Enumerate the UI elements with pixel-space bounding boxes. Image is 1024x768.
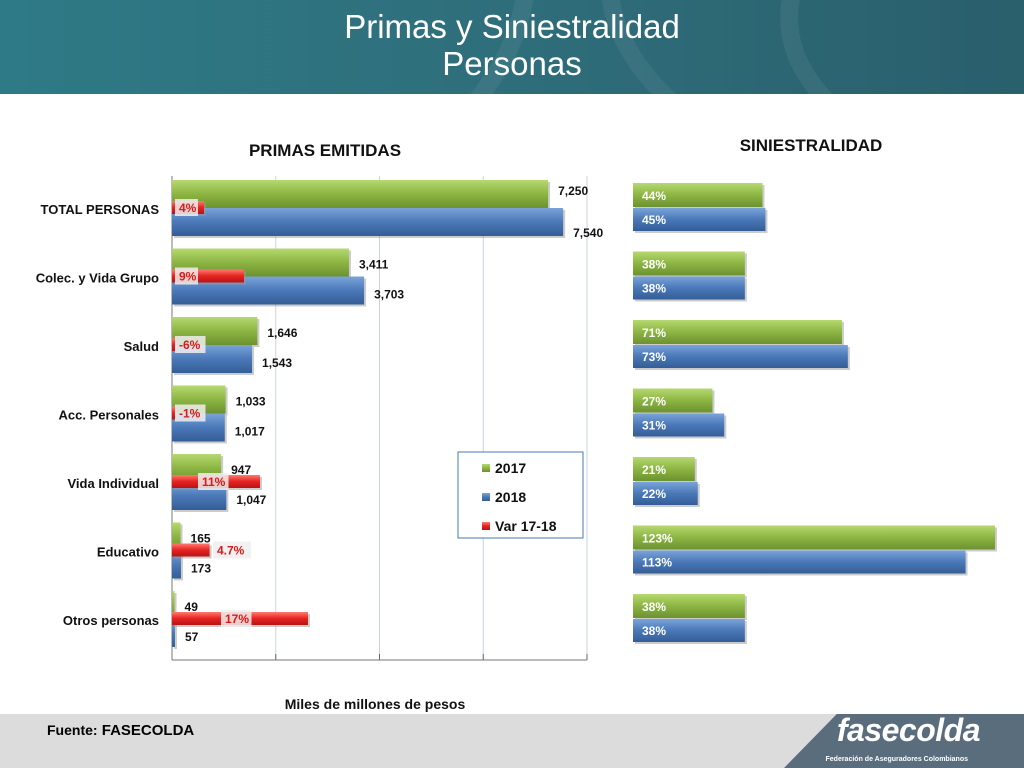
sini-label-2017-total-personas: 44% [642, 189, 666, 203]
label-bg-var-total-personas [175, 199, 198, 216]
source-label: Fuente: [47, 722, 98, 738]
label-var-colec-y-vida-grupo: 9% [179, 270, 197, 284]
source-note: Fuente: FASECOLDA [47, 722, 194, 739]
sini-label-2018-total-personas: 45% [642, 213, 666, 227]
fasecolda-logo-subtitle: Federación de Aseguradores Colombianos [825, 756, 969, 763]
category-label-colec-y-vida-grupo: Colec. y Vida Grupo [36, 271, 159, 286]
primas-emitidas-chart: PRIMAS EMITIDAS Miles de millones de peso… [36, 141, 604, 712]
label-var-salud: -6% [179, 338, 201, 352]
sini-bar-2018-colec-y-vida-grupo [633, 276, 745, 300]
sini-bar-2017-acc-personales [633, 388, 713, 413]
source-value: FASECOLDA [101, 722, 195, 739]
sini-label-2018-educativo: 113% [642, 556, 672, 570]
label-2018-colec-y-vida-grupo: 3,703 [374, 288, 404, 302]
sini-label-2017-educativo: 123% [642, 532, 673, 546]
sini-bar-2018-educativo [633, 550, 966, 574]
primas-legend: 2017 2018 Var 17-18 [457, 451, 584, 539]
siniestralidad-chart-title: SINIESTRALIDAD [740, 136, 883, 155]
sini-label-2017-colec-y-vida-grupo: 38% [642, 258, 666, 272]
sini-bar-2017-total-personas [633, 183, 763, 207]
label-bg-var-acc-personales [175, 404, 206, 422]
label-2017-vida-individual: 947 [231, 463, 251, 477]
label-bg-var-vida-individual [198, 473, 229, 490]
bar-2018-total-personas [172, 208, 564, 236]
sini-label-2017-salud: 71% [642, 326, 666, 340]
category-label-salud: Salud [124, 339, 159, 354]
label-2018-total-personas: 7,540 [573, 226, 603, 240]
sini-bar-2017-salud [633, 320, 842, 344]
label-var-educativo: 4.7% [217, 544, 245, 558]
sini-bar-2018-otros-personas [633, 619, 745, 642]
title-line-1: Primas y Siniestralidad [344, 8, 680, 45]
category-label-acc-personales: Acc. Personales [59, 408, 159, 423]
label-2017-otros-personas: 49 [185, 600, 199, 614]
bar-2017-total-personas [172, 180, 549, 208]
bar-var-educativo [172, 543, 210, 557]
sini-bar-2017-educativo [633, 525, 995, 550]
label-var-total-personas: 4% [179, 201, 197, 215]
bar-2018-otros-personas [172, 619, 175, 647]
label-2017-acc-personales: 1,033 [236, 395, 266, 409]
label-2018-acc-personales: 1,017 [235, 425, 265, 439]
sini-bar-2018-vida-individual [633, 482, 698, 505]
label-bg-var-colec-y-vida-grupo [175, 267, 198, 285]
primas-x-axis-label: Miles de millones de pesos [285, 696, 466, 712]
label-2018-otros-personas: 57 [185, 630, 199, 644]
title-line-2: Personas [442, 45, 582, 82]
primas-chart-title: PRIMAS EMITIDAS [249, 141, 401, 160]
page-title: Primas y Siniestralidad Personas [0, 8, 1024, 82]
label-2017-total-personas: 7,250 [558, 184, 588, 198]
label-2018-vida-individual: 1,047 [236, 493, 266, 507]
bar-2017-educativo [172, 522, 181, 551]
header-banner: Primas y Siniestralidad Personas [0, 0, 1024, 94]
sini-label-2018-otros-personas: 38% [642, 624, 666, 638]
sini-label-2017-acc-personales: 27% [642, 395, 666, 409]
sini-bar-2017-colec-y-vida-grupo [633, 251, 745, 276]
sini-label-2018-colec-y-vida-grupo: 38% [642, 282, 666, 296]
legend-swatch-2017 [482, 464, 490, 472]
sini-bar-2018-acc-personales [633, 413, 725, 437]
bar-2018-otros-personas-shadow [174, 621, 177, 649]
sini-bar-2018-total-personas [633, 208, 766, 231]
label-bg-var-salud [175, 336, 206, 353]
fasecolda-logo: fasecolda [836, 712, 981, 748]
bar-2017-otros-personas [172, 591, 175, 619]
legend-box [457, 451, 584, 539]
category-label-otros-personas: Otros personas [63, 613, 159, 628]
charts-area: PRIMAS EMITIDAS Miles de millones de peso… [36, 136, 997, 712]
label-var-acc-personales: -1% [179, 407, 201, 421]
label-var-vida-individual: 11% [202, 475, 226, 489]
bar-var-acc-personales [172, 406, 175, 420]
label-2018-salud: 1,543 [262, 356, 292, 370]
label-2017-salud: 1,646 [267, 326, 297, 340]
sini-label-2018-salud: 73% [642, 350, 666, 364]
label-bg-var-otros-personas [221, 610, 252, 627]
sini-bar-2017-vida-individual [633, 457, 695, 481]
sini-bar-2017-otros-personas [633, 594, 745, 618]
legend-label-2018: 2018 [495, 489, 526, 505]
sini-label-2017-vida-individual: 21% [642, 463, 666, 477]
label-var-otros-personas: 17% [225, 612, 249, 626]
category-label-total-personas: TOTAL PERSONAS [41, 202, 160, 217]
label-2018-educativo: 173 [191, 562, 211, 576]
sini-label-2018-acc-personales: 31% [642, 419, 666, 433]
siniestralidad-chart: SINIESTRALIDAD 44% 45% 38% 38% 71% 73% 27% 31% 21… [633, 136, 997, 644]
bar-2017-otros-personas-shadow [174, 593, 177, 621]
footer-bar [0, 714, 1024, 768]
legend-label-2017: 2017 [495, 460, 526, 476]
bar-2018-educativo [172, 550, 181, 579]
label-bg-var-educativo [213, 541, 251, 559]
legend-label-var-17-18: Var 17-18 [495, 518, 557, 534]
legend-swatch-var-17-18 [482, 522, 490, 530]
bar-var-salud [172, 338, 175, 351]
sini-label-2017-otros-personas: 38% [642, 600, 666, 614]
category-label-educativo: Educativo [97, 545, 159, 560]
label-2017-colec-y-vida-grupo: 3,411 [359, 258, 389, 272]
legend-swatch-2018 [482, 493, 490, 501]
sini-bar-2018-salud [633, 345, 848, 368]
category-label-vida-individual: Vida Individual [67, 476, 159, 491]
label-2017-educativo: 165 [191, 532, 211, 546]
sini-label-2018-vida-individual: 22% [642, 487, 666, 501]
